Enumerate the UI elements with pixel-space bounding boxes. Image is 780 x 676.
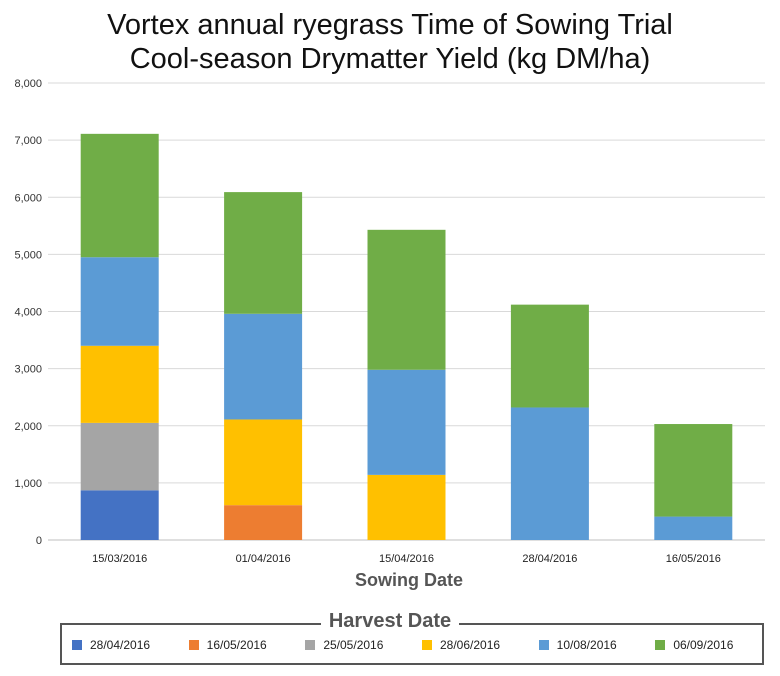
y-tick-label: 8,000: [14, 78, 42, 90]
legend-swatch: [655, 640, 666, 650]
x-tick-label: 15/04/2016: [379, 553, 434, 565]
x-axis-ticks: 15/03/2016 01/04/2016 15/04/2016 28/04/2016…: [92, 553, 721, 565]
bar-segment: [80, 422, 159, 491]
legend-label: 06/09/2016: [673, 638, 734, 652]
legend-item: 16/05/2016: [188, 636, 267, 654]
bar-segment: [80, 257, 159, 346]
x-tick-label: 16/05/2016: [666, 553, 721, 565]
y-tick-label: 3,000: [14, 364, 42, 376]
bar-segment: [654, 424, 733, 517]
y-tick-label: 7,000: [14, 135, 42, 147]
legend-item: 28/06/2016: [422, 636, 500, 654]
bar-segment: [224, 313, 303, 420]
legend-title: Harvest Date: [320, 610, 460, 632]
bar-segment: [510, 407, 589, 540]
legend-item: 25/05/2016: [305, 636, 383, 654]
bar-segment: [80, 133, 159, 258]
bar-segment: [80, 490, 159, 540]
legend-item: 06/09/2016: [655, 636, 733, 654]
legend-swatch: [305, 640, 316, 650]
bar-segment: [224, 192, 303, 314]
bars: [80, 133, 733, 540]
legend-swatch: [422, 640, 432, 650]
legend-item: 28/04/2016: [72, 636, 150, 654]
x-tick-label: 28/04/2016: [522, 553, 577, 565]
chart-title-line-1: Vortex annual ryegrass Time of Sowing Tr…: [107, 9, 673, 41]
y-tick-label: 4,000: [14, 307, 42, 319]
legend-label: 28/04/2016: [90, 638, 151, 652]
legend-items: 28/04/2016 16/05/2016 25/05/2016 28/06/2016…: [64, 636, 764, 654]
y-tick-label: 2,000: [14, 421, 42, 433]
x-axis-label: Sowing Date: [355, 570, 463, 590]
x-tick-label: 15/03/2016: [92, 553, 147, 565]
legend-label: 25/05/2016: [323, 638, 384, 652]
bar-segment: [80, 345, 159, 423]
bar-segment: [367, 229, 446, 370]
stacked-bar-chart: 0 1,000 2,000 3,000 4,000 5,000 6,000 7,000 8,00…: [14, 78, 765, 590]
y-tick-label: 1,000: [14, 478, 42, 490]
bar-segment: [367, 369, 446, 475]
legend-item: 10/08/2016: [538, 636, 617, 654]
legend-label: 16/05/2016: [206, 638, 267, 652]
legend-swatch: [72, 640, 82, 650]
y-tick-label: 0: [36, 535, 42, 547]
bar-segment: [654, 516, 733, 540]
x-tick-label: 01/04/2016: [236, 553, 291, 565]
bar-segment: [367, 474, 446, 540]
y-tick-label: 5,000: [14, 249, 42, 261]
chart-title-line-2: Cool-season Drymatter Yield (kg DM/ha): [129, 43, 651, 75]
legend-label: 10/08/2016: [556, 638, 617, 652]
legend-label: 28/06/2016: [440, 638, 501, 652]
y-axis-ticks: 0 1,000 2,000 3,000 4,000 5,000 6,000 7,000 8,00…: [14, 78, 42, 547]
bar-segment: [224, 505, 303, 540]
y-tick-label: 6,000: [14, 192, 42, 204]
legend-swatch: [188, 640, 199, 650]
legend-swatch: [538, 640, 549, 650]
bar-segment: [510, 304, 589, 408]
bar-segment: [224, 419, 303, 506]
